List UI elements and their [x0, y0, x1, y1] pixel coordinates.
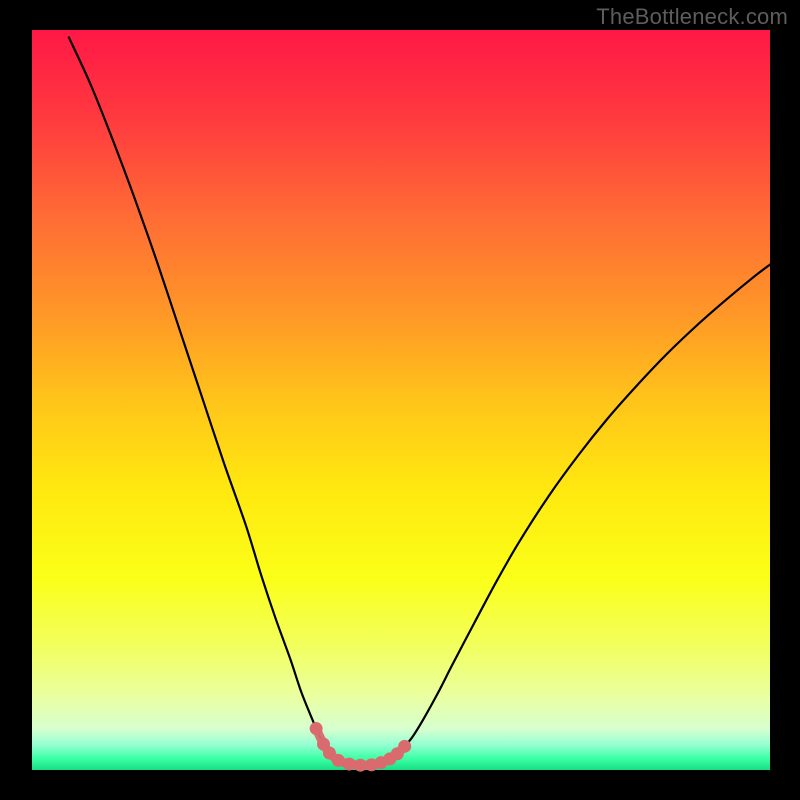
- marker-dot: [343, 758, 356, 771]
- chart-stage: TheBottleneck.com: [0, 0, 800, 800]
- marker-dot: [398, 740, 411, 753]
- watermark-text: TheBottleneck.com: [596, 4, 788, 30]
- bottleneck-curve-chart: [0, 0, 800, 800]
- plot-background: [32, 30, 770, 770]
- marker-dot: [310, 722, 323, 735]
- marker-dot: [354, 759, 367, 772]
- marker-dot: [332, 754, 345, 767]
